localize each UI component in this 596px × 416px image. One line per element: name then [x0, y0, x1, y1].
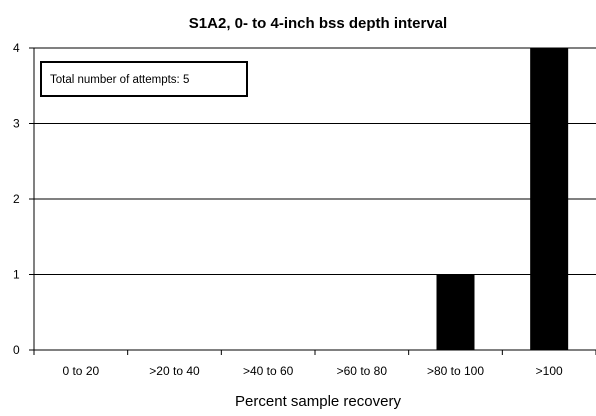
x-tick-label: >80 to 100: [427, 364, 484, 378]
annotation-box: [40, 61, 248, 97]
x-tick-label: 0 to 20: [62, 364, 99, 378]
bar: [530, 48, 569, 350]
y-tick-label: 1: [13, 268, 20, 282]
x-tick-label: >100: [536, 364, 563, 378]
x-tick-label: >20 to 40: [149, 364, 200, 378]
chart-title: S1A2, 0- to 4-inch bss depth interval: [189, 15, 447, 32]
total-attempts-annotation: Total number of attempts: 5: [50, 74, 189, 86]
y-tick-label: 3: [13, 117, 20, 131]
x-tick-label: >40 to 60: [243, 364, 294, 378]
bars: [436, 48, 569, 350]
y-tick-label: 4: [13, 41, 20, 55]
x-tick-label: >60 to 80: [337, 364, 388, 378]
y-tick-label: 2: [13, 192, 20, 206]
gridlines: [34, 123, 596, 275]
x-axis-label: Percent sample recovery: [235, 393, 401, 410]
x-axis: 0 to 20 >20 to 40 >40 to 60 >60 to 80 >80 to…: [33, 350, 596, 378]
y-tick-label: 0: [13, 343, 20, 357]
y-axis: 0 1 2 3 4: [13, 41, 34, 357]
bar: [436, 274, 475, 350]
